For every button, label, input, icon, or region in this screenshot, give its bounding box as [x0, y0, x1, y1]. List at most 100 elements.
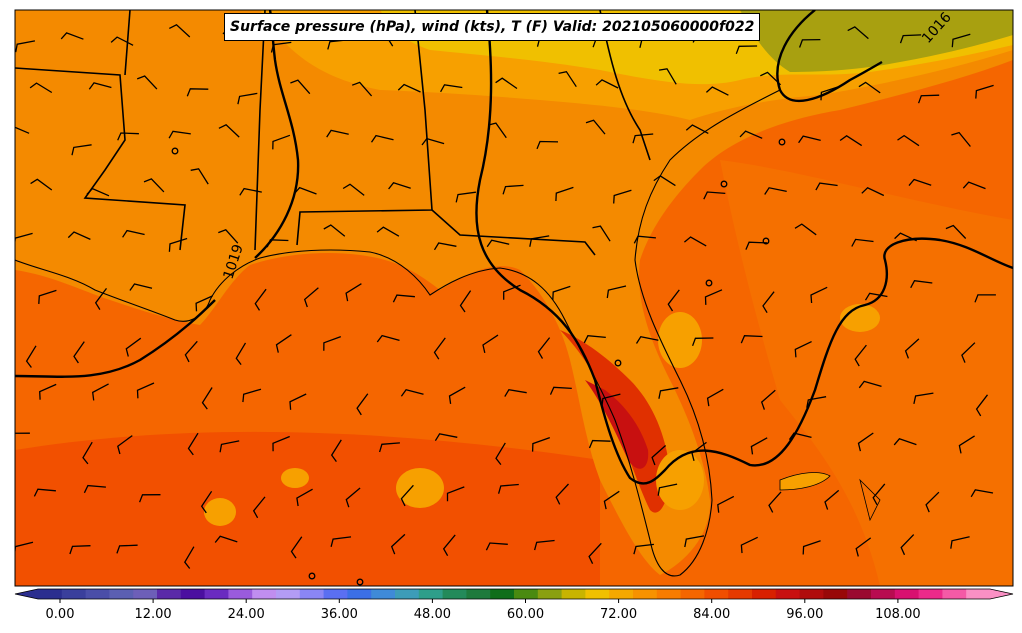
- wind-barb: [745, 241, 768, 250]
- wind-barb: [71, 144, 92, 156]
- gulf-warm-zone: [15, 431, 600, 586]
- wind-barb: [272, 435, 290, 452]
- wind-barb: [293, 186, 317, 195]
- wind-barb: [855, 537, 872, 557]
- wind-barb: [400, 388, 424, 397]
- isobar-1019-west: [15, 299, 216, 378]
- colorbar-swatch: [299, 589, 325, 599]
- wind-barb: [815, 182, 838, 191]
- map-title: Surface pressure (hPa), wind (kts), T (F…: [224, 13, 761, 41]
- wind-barb: [904, 338, 920, 359]
- wind-barb: [400, 484, 414, 507]
- wind-barb: [168, 237, 188, 252]
- wind-barb: [531, 436, 551, 452]
- warm-patch: [656, 450, 704, 510]
- wind-barb: [951, 33, 971, 48]
- wind-barb: [83, 484, 106, 494]
- wind-barb: [110, 36, 134, 46]
- wind-barb: [632, 133, 654, 144]
- colorbar-swatch: [799, 589, 824, 599]
- wind-barb: [950, 536, 970, 549]
- wind-barb: [768, 491, 782, 513]
- colorbar-max-extend: [990, 589, 1013, 599]
- warm-patch: [204, 498, 236, 526]
- wind-barb: [235, 342, 247, 365]
- wind-barb: [433, 242, 457, 251]
- wind-barb: [275, 334, 292, 353]
- wind-barb: [440, 84, 463, 93]
- wind-barb: [603, 490, 620, 510]
- wind-barb: [125, 337, 142, 357]
- wind-barb: [169, 24, 191, 38]
- wind-barb: [459, 290, 472, 313]
- colorbar-swatch: [276, 589, 301, 599]
- wind-barb: [136, 382, 155, 399]
- wind-barb: [254, 288, 267, 311]
- wind-barb: [913, 392, 934, 405]
- colorbar-swatch: [490, 589, 515, 599]
- wind-barb: [86, 187, 110, 197]
- wind-barb: [760, 71, 782, 86]
- wind-barb: [378, 442, 400, 453]
- wind-barb: [583, 335, 606, 344]
- wind-barb: [88, 82, 112, 90]
- wind-barb: [633, 235, 656, 244]
- colorbar-swatch: [252, 589, 277, 599]
- wind-barb: [657, 483, 678, 496]
- wind-barb: [970, 489, 994, 498]
- warm-patch: [658, 312, 702, 368]
- wind-barb: [504, 388, 527, 397]
- wind-barb: [536, 140, 559, 150]
- wind-barb: [184, 546, 195, 569]
- wind-barb: [442, 534, 456, 557]
- wind-barb: [30, 178, 53, 191]
- wind-barb: [601, 393, 621, 407]
- wind-barb: [82, 441, 93, 465]
- wind-barb: [900, 534, 915, 556]
- wind-barb: [434, 433, 458, 442]
- colorbar-swatch: [38, 589, 63, 599]
- wind-barb: [945, 224, 967, 239]
- wind-barb: [864, 292, 888, 301]
- colorbar-swatch: [466, 589, 491, 599]
- wind-barb: [289, 393, 307, 410]
- wind-barb: [15, 40, 36, 53]
- colorbar-swatch: [371, 589, 396, 599]
- wind-barb: [266, 239, 289, 248]
- wind-barb: [117, 435, 133, 455]
- colorbar: [14, 588, 1014, 603]
- wind-barb: [168, 130, 191, 139]
- wind-barb: [533, 539, 555, 551]
- wind-barb: [810, 286, 828, 304]
- wind-barb: [376, 226, 400, 237]
- wind-barb: [762, 291, 775, 314]
- wind-barb: [186, 88, 209, 97]
- wind-barb: [356, 393, 369, 416]
- wind-barb: [218, 124, 240, 138]
- wind-barb: [667, 289, 680, 312]
- colorbar-swatch: [918, 589, 943, 599]
- wind-barb: [94, 288, 108, 310]
- wind-barb: [270, 41, 292, 53]
- wind-barb: [794, 223, 817, 236]
- wind-barb: [242, 388, 262, 403]
- wind-barb: [487, 122, 507, 139]
- wind-barb: [858, 380, 882, 389]
- wind-barb: [433, 337, 446, 360]
- cuba-coast: [779, 472, 831, 491]
- colorbar-swatch: [847, 589, 872, 599]
- wind-barb: [839, 135, 863, 147]
- wind-barb: [376, 334, 400, 343]
- colorbar-swatch: [775, 589, 801, 599]
- wind-barb: [854, 344, 867, 367]
- wind-barb: [806, 396, 827, 408]
- wind-barb: [685, 124, 709, 134]
- calm-wind-circle: [762, 237, 770, 245]
- wind-barb: [703, 191, 726, 200]
- calm-wind-circle: [308, 572, 316, 580]
- colorbar-swatch: [418, 589, 444, 599]
- colorbar-tick-label: 12.00: [134, 607, 172, 622]
- wind-barb: [555, 483, 569, 505]
- wind-barb: [122, 229, 145, 238]
- isobar-1016-loop: [475, 10, 1013, 485]
